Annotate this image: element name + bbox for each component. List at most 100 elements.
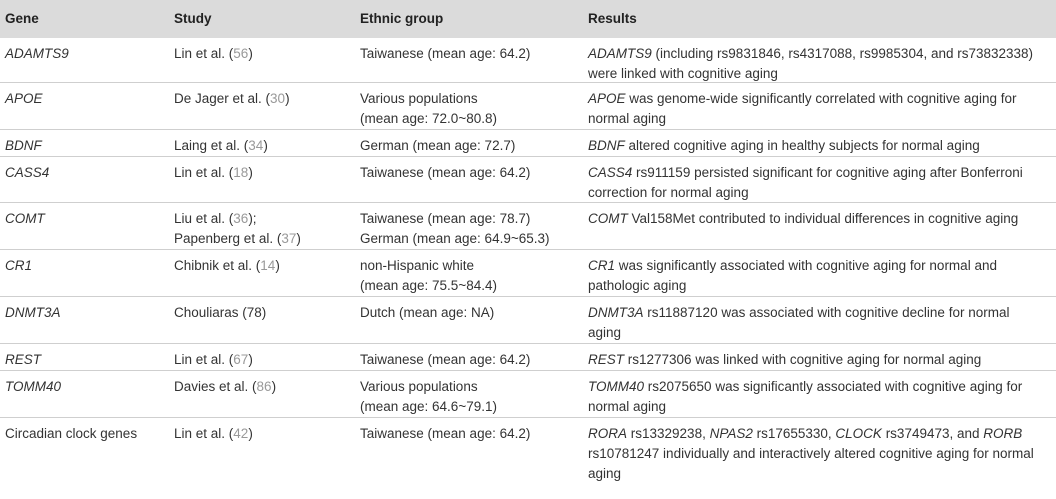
study-text: ) <box>248 165 253 180</box>
study-line: Lin et al. (18) <box>174 163 349 183</box>
results-line: COMT Val158Met contributed to individual… <box>588 209 1050 229</box>
header-results: Results <box>588 11 637 26</box>
results-text: CR1 <box>588 258 616 273</box>
study-text: Chibnik et al. ( <box>174 258 261 273</box>
gene-cell: TOMM40 <box>0 371 169 417</box>
ethnic-group-cell: Taiwanese (mean age: 64.2) <box>355 157 583 202</box>
study-cell: Chibnik et al. (14) <box>169 250 355 296</box>
reference-link[interactable]: 37 <box>281 231 297 246</box>
results-text: rs3749473, and <box>881 426 984 441</box>
ethnic-group-line: Taiwanese (mean age: 64.2) <box>360 46 531 61</box>
results-text: CLOCK <box>835 426 882 441</box>
gene-cell: ADAMTS9 <box>0 38 169 82</box>
results-cell: CR1 was significantly associated with co… <box>583 250 1056 296</box>
table-header-row: Gene Study Ethnic group Results <box>0 0 1056 38</box>
results-line: BDNF altered cognitive aging in healthy … <box>588 136 1050 156</box>
gene-cell: BDNF <box>0 130 169 156</box>
reference-link[interactable]: 18 <box>233 165 249 180</box>
study-cell: Lin et al. (56) <box>169 38 355 82</box>
reference-link[interactable]: 14 <box>260 258 276 273</box>
study-line: Lin et al. (67) <box>174 350 349 370</box>
results-text: TOMM40 <box>588 379 645 394</box>
results-text: rs2075650 was significantly associated w… <box>644 379 1023 394</box>
study-text: Papenberg et al. ( <box>174 231 282 246</box>
study-text: ) <box>285 91 290 106</box>
gene-cell: REST <box>0 344 169 370</box>
results-text: altered cognitive aging in healthy subje… <box>624 138 980 153</box>
study-text: Lin et al. ( <box>174 165 234 180</box>
table-body: ADAMTS9 Lin et al. (56) Taiwanese (mean ag… <box>0 38 1056 484</box>
header-gene: Gene <box>5 11 39 26</box>
ethnic-group-line: Dutch (mean age: NA) <box>360 305 495 320</box>
gene-cell: CASS4 <box>0 157 169 202</box>
results-cell: BDNF altered cognitive aging in healthy … <box>583 130 1056 156</box>
study-cell: Lin et al. (42) <box>169 418 355 484</box>
results-cell: APOE was genome-wide significantly corre… <box>583 83 1056 129</box>
study-cell: De Jager et al. (30) <box>169 83 355 129</box>
results-line: DNMT3A rs11887120 was associated with co… <box>588 303 1050 323</box>
results-text: Val158Met contributed to individual diff… <box>627 211 1019 226</box>
table-row: APOE De Jager et al. (30) Various populati… <box>0 82 1056 129</box>
results-text: correction for normal aging <box>588 185 749 200</box>
table-row: ADAMTS9 Lin et al. (56) Taiwanese (mean ag… <box>0 38 1056 82</box>
reference-link[interactable]: 86 <box>256 379 272 394</box>
table-row: BDNF Laing et al. (34) German (mean age: 7… <box>0 129 1056 156</box>
results-text: aging <box>588 325 622 340</box>
ethnic-group-line: Taiwanese (mean age: 64.2) <box>360 426 531 441</box>
reference-link[interactable]: 56 <box>233 46 249 61</box>
results-text: CASS4 <box>588 165 633 180</box>
reference-link[interactable]: 67 <box>233 352 249 367</box>
study-text: ) <box>248 352 253 367</box>
gene-name: Circadian clock genes <box>5 426 138 441</box>
reference-link[interactable]: 36 <box>233 211 249 226</box>
results-cell: ADAMTS9 (including rs9831846, rs4317088,… <box>583 38 1056 82</box>
gene-name: APOE <box>5 91 43 106</box>
results-cell: REST rs1277306 was linked with cognitive… <box>583 344 1056 370</box>
results-text: rs17655330, <box>752 426 836 441</box>
table-row: DNMT3A Chouliaras (78) Dutch (mean age: NA… <box>0 296 1056 343</box>
ethnic-group-cell: Taiwanese (mean age: 64.2) <box>355 418 583 484</box>
results-text: pathologic aging <box>588 278 687 293</box>
table-row: CASS4 Lin et al. (18) Taiwanese (mean age:… <box>0 156 1056 202</box>
study-line: De Jager et al. (30) <box>174 89 349 109</box>
results-text: BDNF <box>588 138 625 153</box>
gene-cell: CR1 <box>0 250 169 296</box>
study-line: Lin et al. (42) <box>174 424 349 444</box>
ethnic-group-line: Taiwanese (mean age: 78.7) <box>360 211 531 226</box>
study-cell: Lin et al. (67) <box>169 344 355 370</box>
study-cell: Davies et al. (86) <box>169 371 355 417</box>
gene-cell: DNMT3A <box>0 297 169 343</box>
study-line: Chouliaras (78) <box>174 303 349 323</box>
gene-name: ADAMTS9 <box>5 46 69 61</box>
gene-table: Gene Study Ethnic group Results ADAMTS9 L… <box>0 0 1056 484</box>
study-text: ) <box>275 258 280 273</box>
reference-link[interactable]: 34 <box>248 138 264 153</box>
header-ethnic-group: Ethnic group <box>360 11 444 26</box>
results-line: rs10781247 individually and interactivel… <box>588 444 1050 464</box>
study-text: Liu et al. ( <box>174 211 234 226</box>
table-row: Circadian clock genes Lin et al. (42) Taiw… <box>0 417 1056 484</box>
results-text: ADAMTS9 <box>588 46 652 61</box>
results-text: rs10781247 individually and interactivel… <box>588 446 1034 461</box>
reference-link[interactable]: 30 <box>270 91 286 106</box>
reference-link[interactable]: 42 <box>233 426 249 441</box>
ethnic-group-line: Various populations <box>360 379 478 394</box>
results-line: CR1 was significantly associated with co… <box>588 256 1050 276</box>
results-cell: DNMT3A rs11887120 was associated with co… <box>583 297 1056 343</box>
table-row: CR1 Chibnik et al. (14) non-Hispanic white… <box>0 249 1056 296</box>
results-text: (including rs9831846, rs4317088, rs99853… <box>651 46 1034 61</box>
results-text: normal aging <box>588 399 667 414</box>
study-text: Davies et al. ( <box>174 379 257 394</box>
results-line: TOMM40 rs2075650 was significantly assoc… <box>588 377 1050 397</box>
results-text: REST <box>588 352 625 367</box>
results-cell: CASS4 rs911159 persisted significant for… <box>583 157 1056 202</box>
results-text: NPAS2 <box>709 426 753 441</box>
ethnic-group-line: (mean age: 72.0~80.8) <box>360 111 497 126</box>
results-text: RORA <box>588 426 628 441</box>
results-cell: RORA rs13329238, NPAS2 rs17655330, CLOCK… <box>583 418 1056 484</box>
table-row: REST Lin et al. (67) Taiwanese (mean age: … <box>0 343 1056 370</box>
ethnic-group-cell: Taiwanese (mean age: 64.2) <box>355 344 583 370</box>
gene-name: CASS4 <box>5 165 50 180</box>
results-line: APOE was genome-wide significantly corre… <box>588 89 1050 109</box>
results-line: REST rs1277306 was linked with cognitive… <box>588 350 1050 370</box>
